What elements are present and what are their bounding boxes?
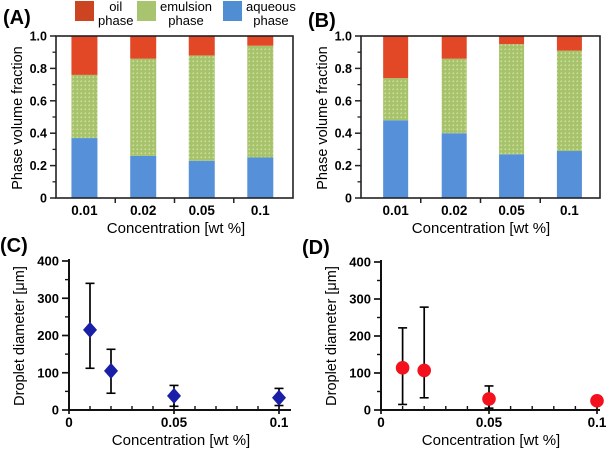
y-tick-label: 300	[349, 292, 371, 307]
y-tick-label: 0.2	[30, 159, 47, 173]
y-tick-label: 0	[52, 403, 59, 418]
x-tick-label: 0.05	[189, 203, 216, 218]
y-tick-label: 0.6	[335, 94, 352, 108]
y-tick-label: 400	[37, 254, 59, 269]
data-point-diamond	[167, 387, 181, 404]
y-tick-label: 200	[349, 329, 371, 344]
legend-label-emulsion-phase: emulsion phase	[160, 0, 212, 27]
legend-label-oil-phase: oil phase	[98, 0, 133, 27]
bar-segment-emulsion-phase	[188, 55, 215, 161]
y-tick-label: 0.8	[335, 62, 352, 76]
oil-phase-swatch	[75, 1, 94, 21]
x-tick-label: 0.1	[251, 203, 270, 218]
panel-label-a: (A)	[3, 7, 31, 29]
panel-label-b: (B)	[308, 10, 336, 32]
legend-item-aqueous-phase: aqueous phase	[223, 0, 296, 27]
bar-segment-aqueous-phase	[130, 155, 157, 198]
y-tick-label: 100	[37, 365, 59, 380]
bar-segment-emulsion-phase	[247, 45, 274, 158]
x-tick-label: 0.02	[130, 203, 156, 218]
x-tick-label: 0.01	[383, 203, 410, 218]
bar-segment-emulsion-phase	[499, 44, 525, 155]
x-axis-title-c: Concentration [wt %]	[111, 432, 251, 449]
y-tick-label: 0	[40, 192, 47, 206]
y-tick-label: 1.0	[335, 30, 352, 44]
x-tick-label: 0.05	[476, 415, 503, 430]
x-tick-label: 0.05	[161, 415, 188, 430]
legend-label-line: emulsion	[160, 0, 213, 14]
y-tick-label: 400	[349, 255, 371, 270]
bar-segment-aqueous-phase	[71, 138, 98, 198]
data-point-diamond	[272, 389, 286, 406]
x-tick-label: 0	[65, 415, 73, 430]
x-tick-label: 0	[377, 415, 385, 430]
legend-label-aqueous-phase: aqueous phase	[246, 0, 296, 27]
y-tick-label: 0	[345, 192, 352, 206]
bar-segment-oil-phase	[71, 36, 98, 75]
bar-segment-aqueous-phase	[383, 120, 409, 198]
bar-segment-oil-phase	[188, 36, 215, 56]
x-tick-label: 0.05	[498, 203, 525, 218]
aqueous-phase-swatch	[223, 1, 242, 21]
x-tick-label: 0.1	[270, 415, 289, 430]
panel-a-bar-chart: 0.01 0.02 0.05 0.1 0 0.2 0.4 0.6 0.8 1.0	[30, 30, 294, 218]
legend-label-line: phase	[253, 12, 289, 28]
panel-label-d: (D)	[302, 237, 330, 259]
bar-segment-emulsion-phase	[556, 50, 582, 152]
y-tick-label: 0.4	[335, 127, 352, 141]
y-tick-label: 0.6	[30, 94, 47, 108]
y-tick-label: 200	[37, 328, 59, 343]
panel-c-scatter-chart: 0 100 200 300 400 0 0.05 0.1	[37, 254, 291, 430]
y-tick-label: 0.2	[335, 159, 352, 173]
panel-b-bar-chart: 0.01 0.02 0.05 0.1 0 0.2 0.4 0.6 0.8 1.0	[335, 30, 601, 218]
bar-segment-aqueous-phase	[556, 151, 582, 198]
bar-segment-oil-phase	[441, 36, 467, 59]
x-axis-title-b: Concentration [wt %]	[411, 220, 551, 237]
x-tick-label: 0.01	[71, 203, 98, 218]
bar-segment-oil-phase	[130, 36, 157, 59]
y-tick-label: 300	[37, 291, 59, 306]
y-tick-label: 100	[349, 366, 371, 381]
legend-label-line: phase	[168, 12, 204, 28]
x-tick-label: 0.02	[441, 203, 467, 218]
y-tick-label: 0.8	[30, 62, 47, 76]
data-point-circle	[590, 393, 604, 408]
x-tick-label: 0.1	[588, 415, 607, 430]
bar-segment-oil-phase	[383, 36, 409, 79]
legend-label-line: phase	[98, 12, 134, 28]
y-tick-label: 0	[364, 403, 371, 418]
bar-segment-emulsion-phase	[71, 74, 98, 139]
bar-segment-emulsion-phase	[383, 78, 409, 121]
y-tick-label: 1.0	[30, 30, 47, 44]
axes	[380, 260, 600, 411]
bar-segment-oil-phase	[247, 36, 274, 46]
y-tick-label: 0.4	[30, 127, 47, 141]
bar-segment-oil-phase	[499, 36, 525, 45]
data-point-circle	[417, 363, 432, 378]
bar-segment-aqueous-phase	[247, 157, 274, 198]
bar-segment-aqueous-phase	[499, 154, 525, 198]
x-axis-title-a: Concentration [wt %]	[106, 220, 246, 237]
panel-label-c: (C)	[0, 235, 28, 257]
bar-segment-aqueous-phase	[441, 133, 467, 198]
legend-label-line: aqueous	[246, 0, 296, 14]
data-point-circle	[395, 361, 410, 375]
legend-item-emulsion-phase: emulsion phase	[137, 0, 212, 27]
legend-label-line: oil	[109, 0, 123, 14]
panel-d-scatter-chart: 0 100 200 300 400 0 0.05 0.1	[349, 255, 607, 431]
axes	[68, 259, 291, 411]
bar-segment-aqueous-phase	[188, 160, 215, 198]
legend-item-oil-phase: oil phase	[75, 0, 133, 27]
data-point-diamond	[104, 362, 118, 379]
bar-segment-oil-phase	[556, 36, 582, 51]
emulsion-phase-swatch	[137, 1, 156, 21]
x-tick-label: 0.1	[560, 203, 579, 218]
data-point-diamond	[83, 321, 97, 338]
data-point-circle	[482, 392, 496, 406]
x-axis-title-d: Concentration [wt %]	[421, 432, 561, 449]
bar-segment-emulsion-phase	[441, 58, 467, 134]
bar-segment-emulsion-phase	[130, 58, 157, 156]
